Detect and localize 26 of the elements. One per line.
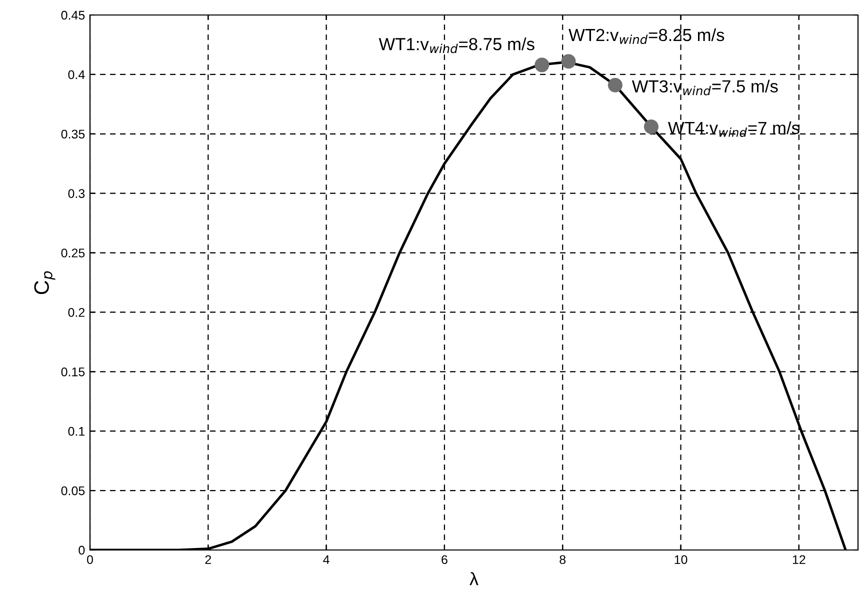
- y-tick-label: 0.1: [68, 426, 85, 436]
- x-tick-label: 0: [87, 555, 93, 564]
- y-tick-label: 0.4: [68, 70, 85, 80]
- point: [608, 78, 622, 92]
- x-tick-label: 8: [560, 555, 566, 564]
- x-tick-label: 2: [205, 555, 211, 564]
- y-tick-label: 0: [78, 546, 85, 555]
- y-tick-label: 0.45: [61, 10, 85, 20]
- x-tick-label: 6: [442, 555, 448, 564]
- x-tick-label: 4: [323, 555, 330, 564]
- y-tick-label: 0.05: [61, 486, 85, 496]
- y-axis-title: C$_{p}$: [34, 271, 56, 294]
- annotation: WT3:v$_{wind}$=7.5 m/s: [632, 80, 778, 96]
- x-tick-label: 12: [792, 555, 806, 564]
- annotation: WT1:v$_{wind}$=8.75 m/s: [378, 38, 534, 54]
- x-axis-title: λ: [470, 572, 478, 586]
- y-tick-label: 0.15: [61, 367, 85, 376]
- y-tick-label: 0.35: [61, 130, 85, 139]
- annotation: WT2:v$_{wind}$=8.25 m/s: [568, 28, 724, 44]
- point: [644, 119, 659, 134]
- y-tick-label: 0.3: [68, 189, 85, 198]
- y-tick-label: 0.2: [68, 308, 85, 317]
- point: [534, 58, 550, 72]
- y-tick-label: 0.25: [61, 248, 85, 258]
- point: [561, 54, 576, 69]
- x-tick-label: 10: [674, 555, 688, 564]
